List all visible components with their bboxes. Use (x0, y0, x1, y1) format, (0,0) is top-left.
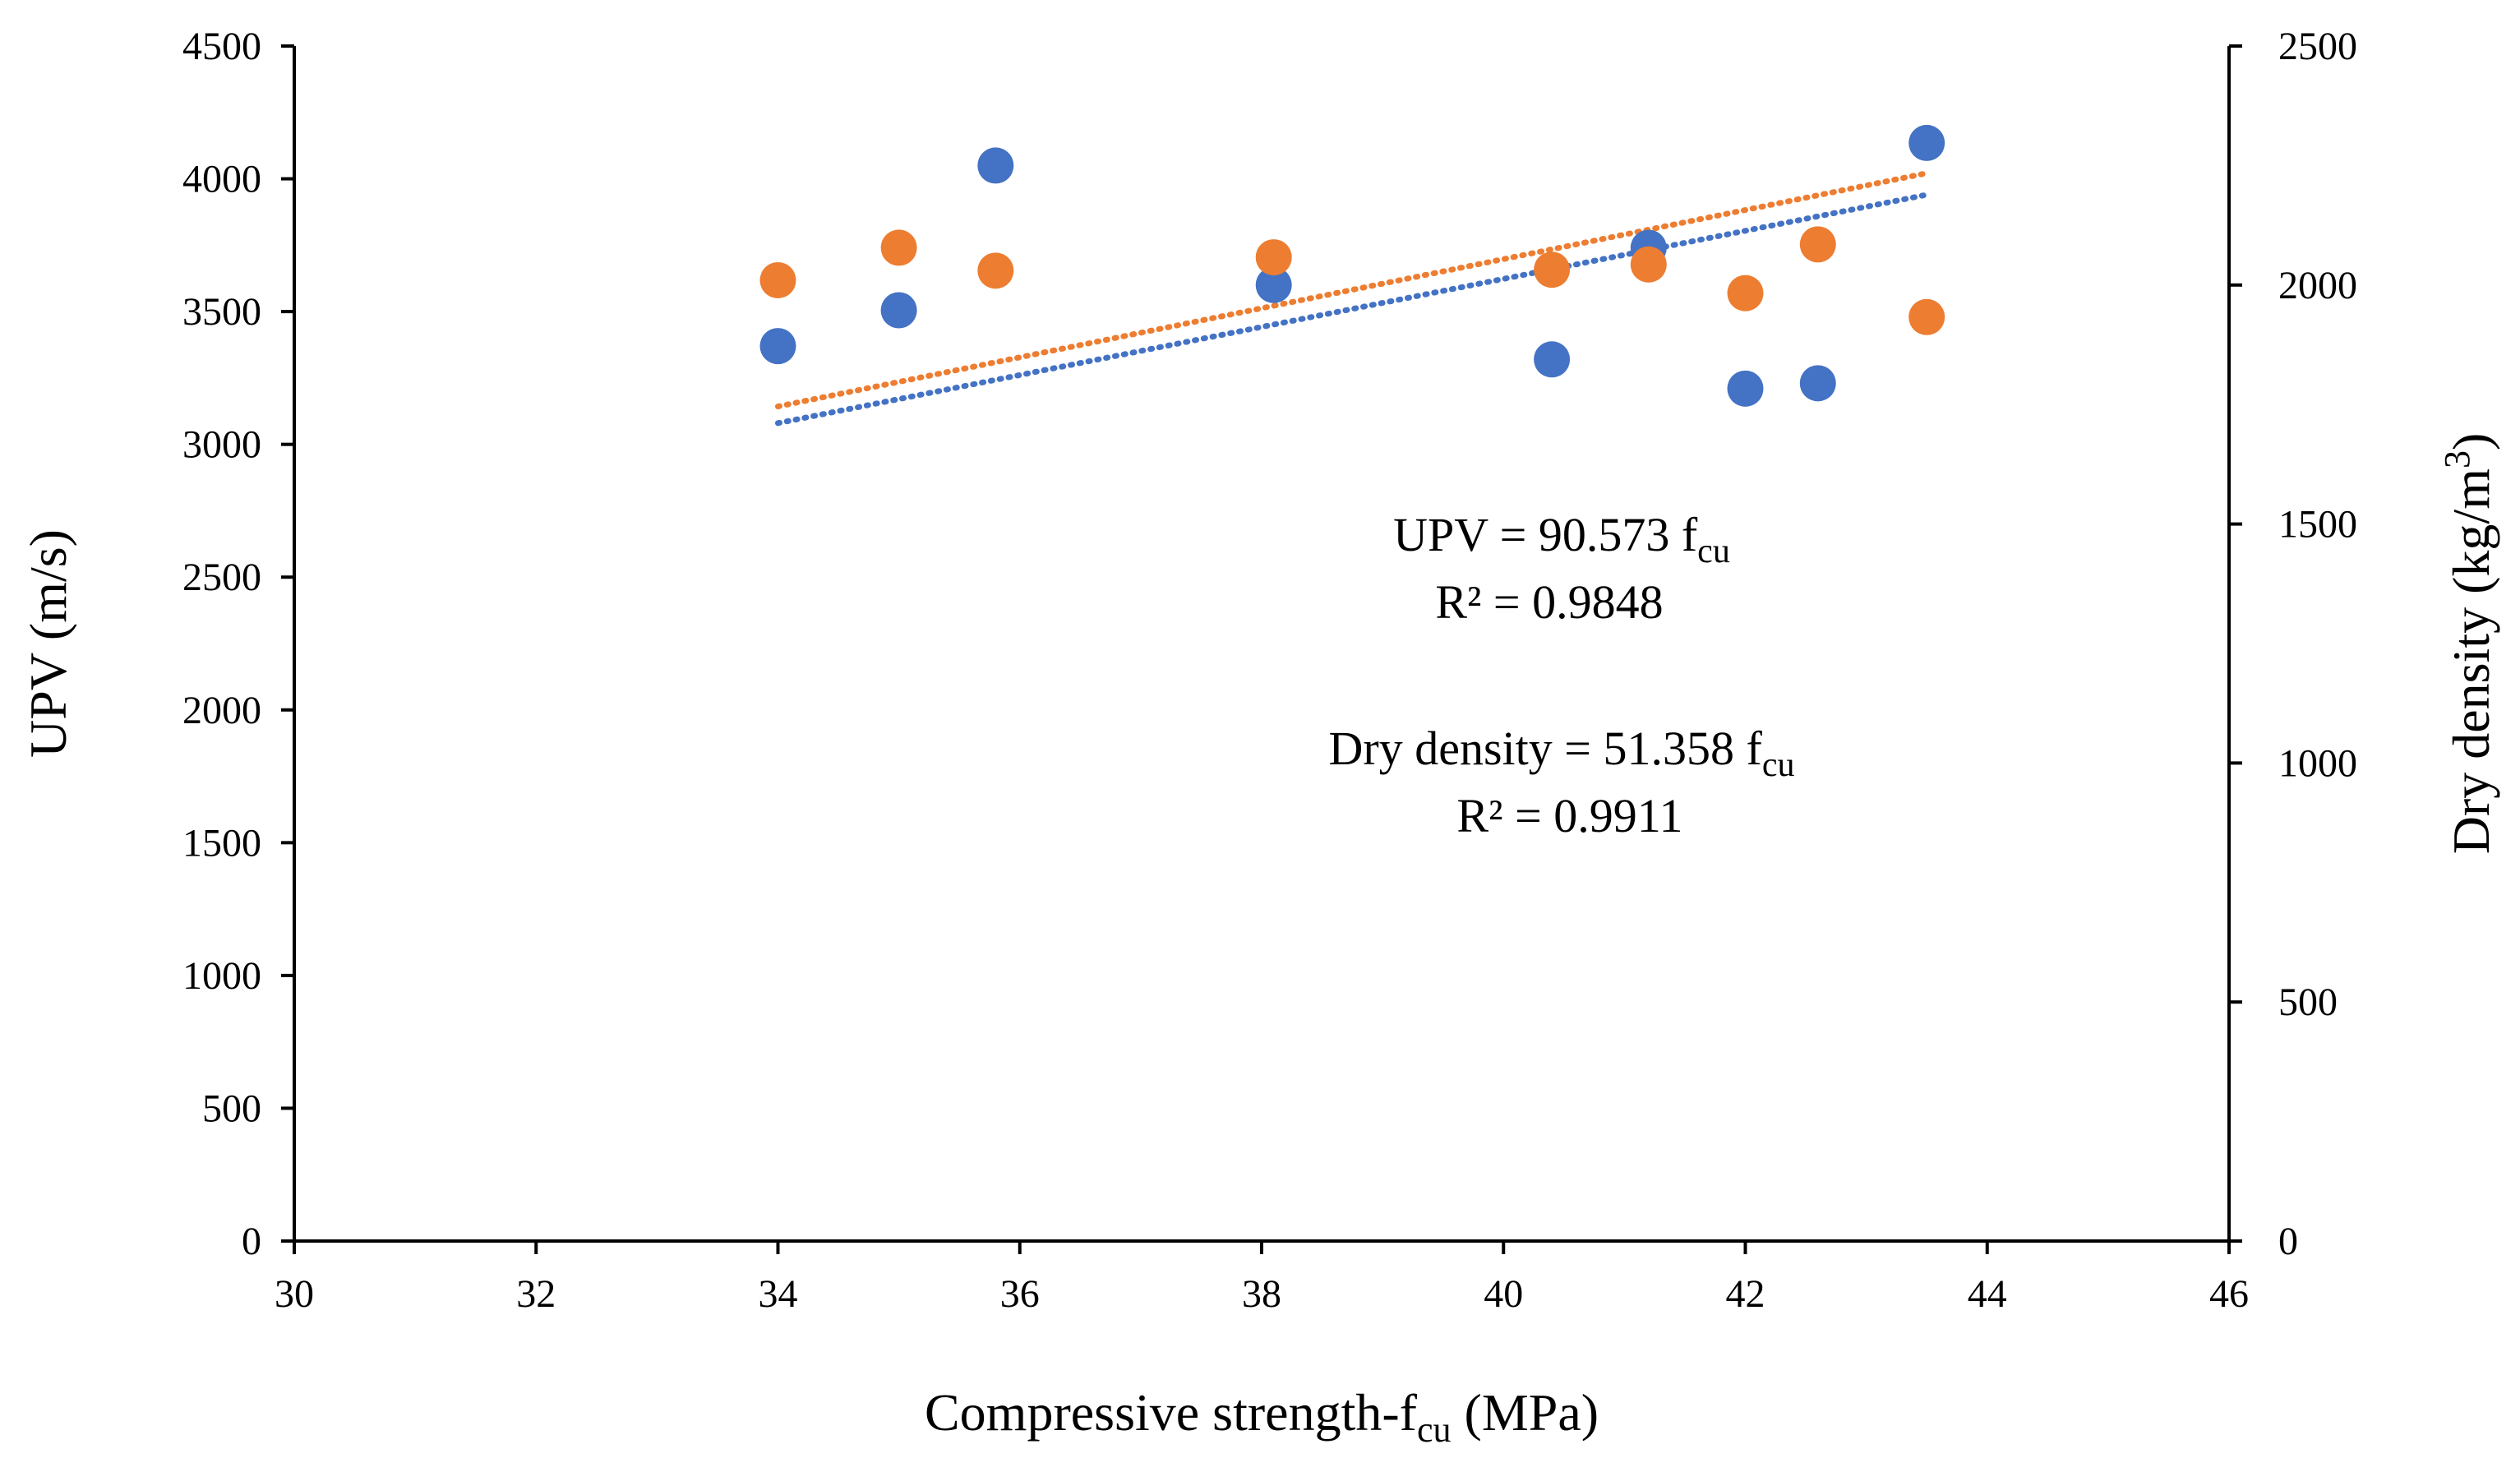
density-point (1255, 239, 1292, 276)
y2-axis-title: Dry density (kg/m3) (2437, 433, 2500, 855)
x-tick-label: 40 (1484, 1272, 1523, 1316)
density-point (880, 229, 917, 266)
x-tick-label: 36 (1000, 1272, 1040, 1316)
y2-tick-label: 2000 (2278, 264, 2357, 307)
x-tick-label: 44 (1968, 1272, 2007, 1316)
upv-point (880, 292, 917, 329)
y-tick-label: 4000 (182, 158, 261, 201)
density-point (1908, 298, 1945, 335)
y2-tick-label: 1500 (2278, 503, 2357, 547)
upv-equation: UPV = 90.573 fcu (1393, 508, 1730, 570)
y2-tick-label: 1000 (2278, 741, 2357, 785)
upv-point (1534, 341, 1571, 378)
x-tick-label: 34 (759, 1272, 798, 1316)
data-points (759, 124, 1945, 407)
density-point (1799, 226, 1836, 263)
y-tick-label: 1000 (182, 954, 261, 998)
upv-point (1799, 365, 1836, 402)
upv-trendline (775, 191, 1930, 427)
y-tick-label: 2500 (182, 556, 261, 599)
axes (293, 46, 2231, 1243)
y-tick-label: 4500 (182, 25, 261, 68)
y2-tick-label: 500 (2278, 980, 2338, 1024)
density-point (1727, 275, 1764, 311)
upv-r-squared: R² = 0.9848 (1435, 575, 1663, 629)
density-point (1534, 251, 1571, 288)
density-point (759, 261, 796, 298)
trendlines (775, 170, 1930, 427)
x-tick-label: 38 (1242, 1272, 1281, 1316)
upv-point (1255, 266, 1292, 303)
y-axis-title: UPV (m/s) (19, 529, 77, 758)
x-tick-label: 30 (275, 1272, 314, 1316)
y-tick-label: 3500 (182, 290, 261, 334)
upv-point (759, 328, 796, 365)
upv-point (977, 147, 1014, 184)
x-tick-label: 42 (1726, 1272, 1765, 1316)
y2-tick-label: 2500 (2278, 25, 2357, 68)
y-tick-label: 1500 (182, 821, 261, 865)
density-equation: Dry density = 51.358 fcu (1329, 722, 1795, 784)
y-tick-label: 3000 (182, 423, 261, 467)
upv-point (1908, 124, 1945, 161)
density-point (977, 252, 1014, 289)
y-tick-label: 0 (242, 1220, 261, 1263)
y2-tick-label: 0 (2278, 1220, 2298, 1263)
x-axis-title: Compressive strength-fcu (MPa) (925, 1383, 1599, 1450)
x-tick-label: 32 (516, 1272, 556, 1316)
density-r-squared: R² = 0.9911 (1456, 789, 1682, 842)
density-trendline (775, 170, 1930, 410)
density-point (1630, 246, 1667, 283)
ticks: 30 32 34 36 38 40 42 44 46 0 500 1000 1500 2000 2500 30… (182, 25, 2357, 1316)
upv-point (1727, 370, 1764, 407)
y-tick-label: 2000 (182, 689, 261, 732)
x-tick-label: 46 (2209, 1272, 2249, 1316)
y-tick-label: 500 (202, 1087, 261, 1130)
